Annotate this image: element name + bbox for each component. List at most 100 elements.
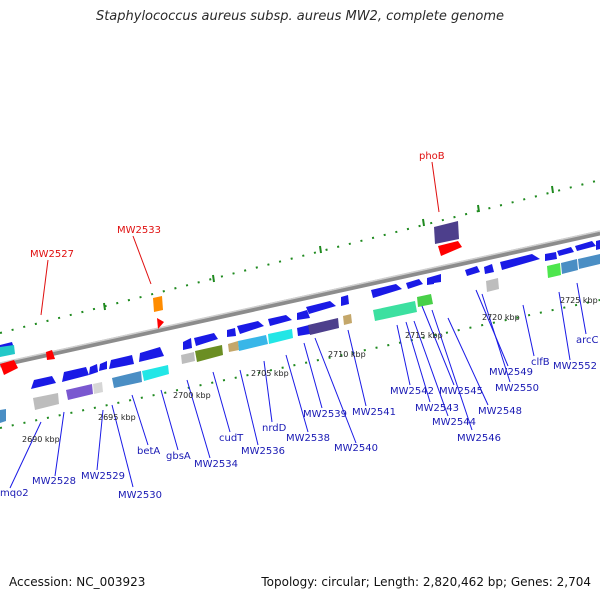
gene-feature	[427, 276, 434, 285]
tick-label: 2705 kbp	[251, 369, 289, 378]
gene-label: MW2548	[478, 406, 522, 417]
gene-label: cudT	[219, 433, 244, 444]
gene-feature	[0, 409, 6, 423]
rna-label: MW2527	[30, 249, 74, 260]
cog-box	[228, 341, 239, 352]
gene-label: betA	[137, 446, 160, 457]
gene-label: MW2549	[489, 367, 533, 378]
rna-leader-lines	[40, 161, 440, 316]
gene-label: MW2534	[194, 459, 238, 470]
forward-cog-boxes	[0, 254, 600, 364]
cog-box	[112, 371, 142, 388]
gene-label: MW2536	[241, 446, 285, 457]
cog-box	[373, 301, 417, 321]
gene-feature	[139, 347, 164, 362]
tick-label: 2725 kbp	[560, 296, 598, 305]
rna-label: phoB	[419, 151, 445, 162]
cog-box	[561, 259, 578, 274]
gene-label: MW2541	[352, 407, 396, 418]
reverse-strand-genes	[0, 347, 164, 423]
cog-box	[578, 254, 600, 269]
map-title: Staphylococcus aureus subsp. aureus MW2,…	[95, 9, 505, 24]
rna-feature	[153, 296, 163, 312]
genome-backbone	[0, 230, 600, 368]
cog-box	[486, 278, 499, 292]
gene-feature	[500, 254, 540, 270]
tick-label: 2690 kbp	[22, 435, 60, 444]
cog-box	[547, 263, 561, 278]
gene-label: MW2546	[457, 433, 501, 444]
gene-feature	[31, 376, 56, 389]
gene-feature	[237, 321, 264, 334]
cog-box	[195, 345, 223, 362]
gene-feature	[227, 328, 236, 337]
gene-label: MW2552	[553, 361, 597, 372]
gene-label: MW2550	[495, 383, 539, 394]
gene-feature	[297, 310, 310, 320]
gene-label: clfB	[531, 357, 550, 368]
gene-label: MW2543	[415, 403, 459, 414]
gene-feature	[268, 315, 292, 326]
gene-feature	[371, 284, 402, 298]
gene-label: MW2538	[286, 433, 330, 444]
gene-feature	[484, 264, 494, 274]
label-leader-lines	[9, 282, 587, 489]
cog-box	[142, 365, 169, 381]
rna-label: MW2533	[117, 225, 161, 236]
gene-feature	[109, 355, 134, 369]
cog-box	[93, 382, 103, 394]
gene-feature	[406, 279, 423, 289]
gene-label: MW2529	[81, 471, 125, 482]
gene-feature	[465, 266, 480, 276]
gene-label: MW2540	[334, 443, 378, 454]
gene-feature	[557, 247, 574, 256]
gene-feature	[545, 252, 557, 261]
rna-feature	[157, 318, 164, 329]
ruler-tick-labels: 2690 kbp 2695 kbp 2700 kbp 2705 kbp 2710…	[22, 296, 598, 444]
gene-label: mqo2	[0, 488, 29, 499]
gene-feature	[434, 274, 441, 283]
rna-features	[0, 221, 462, 375]
gene-feature	[99, 361, 107, 371]
gene-feature	[596, 240, 600, 250]
gene-label: arcC	[576, 335, 599, 346]
cog-box	[0, 345, 15, 357]
cog-box	[268, 329, 293, 344]
gene-label: MW2530	[118, 490, 162, 501]
accession-text: Accession: NC_003923	[9, 575, 146, 589]
cog-box	[417, 294, 433, 307]
cog-box	[33, 393, 59, 410]
cog-box	[343, 314, 352, 325]
gene-feature	[89, 364, 98, 375]
cog-box	[238, 335, 268, 351]
gene-feature	[341, 295, 349, 306]
gene-label: MW2528	[32, 476, 76, 487]
gene-feature	[183, 338, 192, 350]
rna-labels: MW2527 MW2533 phoB	[30, 151, 445, 260]
rna-feature	[438, 241, 462, 256]
gene-label: nrdD	[262, 423, 287, 434]
dotted-ruler-outer	[0, 179, 600, 334]
rna-feature	[0, 360, 18, 375]
gene-feature	[575, 241, 596, 251]
tick-label: 2695 kbp	[98, 413, 136, 422]
reverse-cog-boxes	[33, 365, 169, 410]
rna-feature	[46, 350, 55, 360]
gene-feature	[306, 301, 336, 314]
topology-text: Topology: circular; Length: 2,820,462 bp…	[261, 575, 591, 589]
tick-label: 2720 kbp	[482, 313, 520, 322]
gene-feature	[194, 333, 218, 346]
gene-label: MW2542	[390, 386, 434, 397]
cog-box	[181, 352, 195, 364]
gene-label: MW2539	[303, 409, 347, 420]
cog-box	[297, 325, 310, 336]
gene-labels: mqo2 MW2528 MW2529 MW2530 betA gbsA MW25…	[0, 335, 599, 501]
gene-label: gbsA	[166, 451, 191, 462]
tick-label: 2715 kbp	[405, 331, 443, 340]
forward-strand-genes	[0, 240, 600, 352]
gene-label: MW2544	[432, 417, 476, 428]
major-ticks-outer	[103, 185, 554, 311]
rna-feature	[434, 221, 459, 244]
cog-box	[308, 318, 339, 335]
